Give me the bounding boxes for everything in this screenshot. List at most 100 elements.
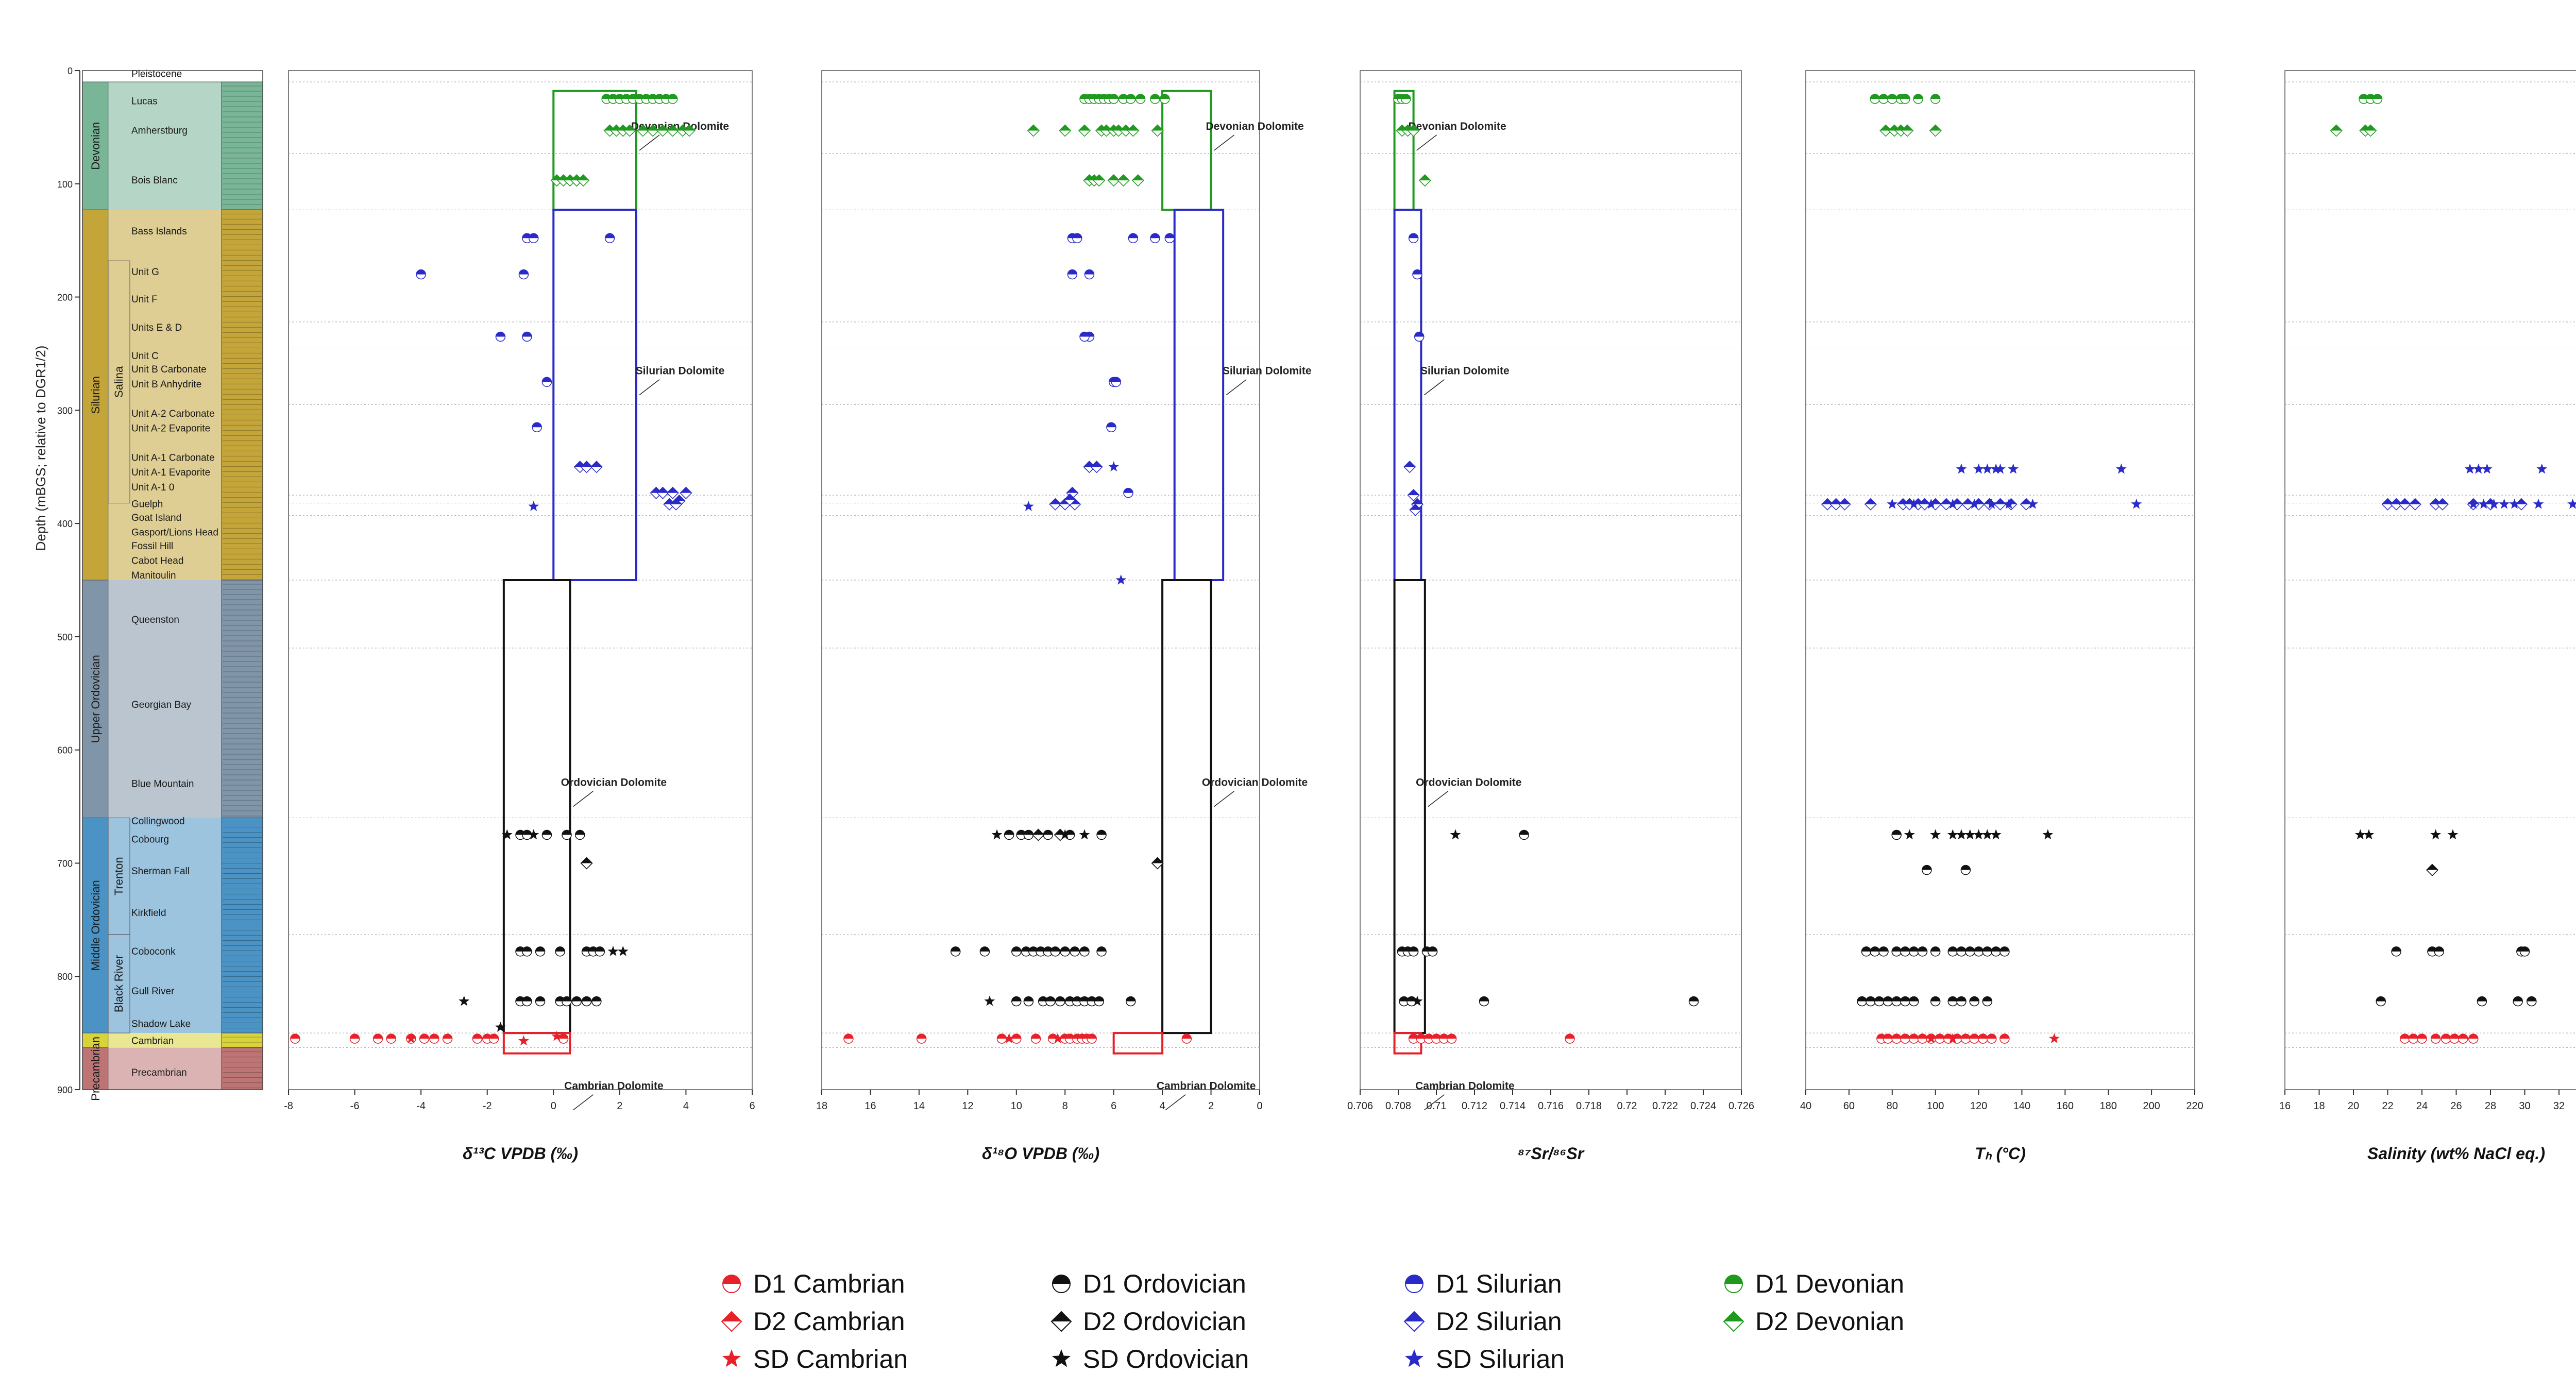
lithology-band bbox=[221, 1047, 263, 1090]
marker-half-circle-top bbox=[1416, 1034, 1426, 1039]
x-tick-label: 0.714 bbox=[1500, 1100, 1526, 1112]
x-tick-label: -4 bbox=[416, 1100, 426, 1112]
column-frame bbox=[82, 70, 263, 1090]
marker-half-circle-top bbox=[1930, 996, 1940, 1002]
lithology-band bbox=[221, 209, 263, 581]
marker-half-diamond-top bbox=[1079, 125, 1090, 131]
group-label: Black River bbox=[112, 955, 125, 1012]
marker-half-diamond-top bbox=[2409, 498, 2421, 504]
marker-half-circle-top bbox=[522, 996, 532, 1002]
x-tick-label: 32 bbox=[2553, 1100, 2565, 1112]
dolomite-arrow bbox=[1428, 790, 1449, 807]
marker-half-circle-top bbox=[1038, 996, 1048, 1002]
period-bar bbox=[82, 81, 109, 210]
marker-half-diamond-top bbox=[1059, 125, 1071, 131]
x-tick-label: 0.708 bbox=[1385, 1100, 1411, 1112]
marker-half-circle-top bbox=[562, 830, 571, 835]
marker-half-circle-top bbox=[1432, 1034, 1441, 1039]
marker-half-circle-top bbox=[529, 233, 538, 239]
x-tick-label: 220 bbox=[2186, 1100, 2203, 1112]
marker-half-circle-top bbox=[1150, 94, 1160, 99]
marker-star bbox=[1995, 463, 2006, 474]
marker-star bbox=[1956, 829, 1967, 840]
x-axis-label: Tₕ (°C) bbox=[1975, 1144, 2026, 1163]
group-bar bbox=[108, 934, 130, 1033]
marker-half-diamond-top bbox=[647, 125, 659, 131]
marker-half-circle-top bbox=[542, 830, 552, 835]
marker-half-circle-top bbox=[1900, 1034, 1910, 1039]
formation-label: Unit A-1 Carbonate bbox=[131, 453, 215, 464]
x-tick-label: 0 bbox=[1257, 1100, 1262, 1112]
marker-half-circle-top bbox=[1016, 830, 1026, 835]
formation-label: Bass Islands bbox=[131, 226, 187, 237]
marker-half-circle-top bbox=[1080, 996, 1089, 1002]
marker-half-circle-top bbox=[1080, 332, 1089, 337]
x-tick-label: 18 bbox=[816, 1100, 827, 1112]
legend-label: D2 Devonian bbox=[1755, 1307, 1904, 1336]
marker-half-circle-top bbox=[1892, 996, 1902, 1002]
panel-2: 18 16 14 12 10 8 6 4 2 0 δ¹⁸O VPDB (‰) Devonian Dol… bbox=[816, 70, 1312, 1163]
dolomite-arrow bbox=[1423, 379, 1445, 396]
marker-half-circle-top bbox=[2376, 996, 2386, 1002]
marker-half-diamond-top bbox=[657, 125, 669, 131]
dolomite-label: Silurian Dolomite bbox=[1420, 365, 1510, 377]
formation-band bbox=[108, 818, 222, 1033]
marker-half-circle-top bbox=[1111, 377, 1121, 382]
marker-half-diamond-top bbox=[2399, 498, 2411, 504]
marker-half-circle-top bbox=[1439, 1034, 1449, 1039]
marker-half-circle-top bbox=[1097, 946, 1107, 952]
depth-tick-label: 100 bbox=[57, 179, 73, 190]
marker-star bbox=[1973, 463, 1984, 474]
formation-label: Goat Island bbox=[131, 513, 181, 523]
marker-half-diamond-top bbox=[1404, 461, 1416, 467]
legend-half-circle-top bbox=[1053, 1275, 1070, 1284]
marker-half-circle-top bbox=[1118, 94, 1128, 99]
marker-star bbox=[2354, 829, 2366, 840]
marker-half-circle-top bbox=[1870, 94, 1880, 99]
marker-half-circle-top bbox=[1479, 996, 1489, 1002]
marker-star bbox=[2464, 463, 2476, 474]
formation-label: Units E & D bbox=[131, 323, 182, 333]
marker-half-circle-top bbox=[1024, 830, 1033, 835]
formation-band bbox=[108, 210, 222, 580]
formation-label: Manitoulin bbox=[131, 570, 176, 581]
formation-label: Amherstburg bbox=[131, 125, 188, 136]
marker-half-circle-top bbox=[1900, 946, 1910, 952]
period-label: Precambrian bbox=[89, 1037, 102, 1101]
marker-half-circle-top bbox=[1060, 946, 1070, 952]
depth-tick-label: 300 bbox=[57, 405, 73, 416]
formation-label: Collingwood bbox=[131, 816, 185, 827]
formation-label: Unit A-1 0 bbox=[131, 482, 174, 493]
x-tick-label: 140 bbox=[2013, 1100, 2030, 1112]
marker-half-circle-top bbox=[443, 1034, 452, 1039]
x-tick-label: 4 bbox=[1160, 1100, 1165, 1112]
marker-half-diamond-top bbox=[1064, 494, 1076, 500]
marker-star bbox=[2488, 498, 2500, 509]
x-tick-label: -6 bbox=[350, 1100, 360, 1112]
marker-half-circle-top bbox=[1045, 996, 1055, 1002]
formation-label: Unit C bbox=[131, 351, 159, 362]
marker-half-circle-top bbox=[1072, 996, 1082, 1002]
legend-label: SD Cambrian bbox=[753, 1345, 908, 1373]
marker-half-circle-top bbox=[1879, 946, 1888, 952]
marker-half-circle-top bbox=[2477, 996, 2487, 1002]
marker-half-circle-top bbox=[1160, 94, 1170, 99]
marker-half-circle-top bbox=[1080, 946, 1089, 952]
marker-half-diamond-top bbox=[1839, 498, 1851, 504]
marker-half-circle-top bbox=[416, 269, 426, 275]
marker-half-circle-top bbox=[1447, 1034, 1456, 1039]
depth-axis-label: Depth (mBGS; relative to DGR1/2) bbox=[33, 346, 48, 551]
legend-star bbox=[1052, 1349, 1071, 1367]
marker-half-circle-top bbox=[496, 332, 505, 337]
dolomite-arrow bbox=[1165, 1094, 1186, 1111]
x-tick-label: 0.718 bbox=[1576, 1100, 1602, 1112]
legend-label: D2 Silurian bbox=[1436, 1307, 1562, 1336]
marker-half-circle-top bbox=[1565, 1034, 1574, 1039]
x-axis-label: δ¹⁸O VPDB (‰) bbox=[982, 1144, 1099, 1163]
marker-half-circle-top bbox=[1399, 996, 1409, 1002]
legend-label: SD Ordovician bbox=[1083, 1345, 1249, 1373]
marker-half-circle-top bbox=[2450, 1034, 2460, 1039]
lithology-band bbox=[221, 1032, 263, 1048]
marker-star bbox=[1956, 463, 1967, 474]
